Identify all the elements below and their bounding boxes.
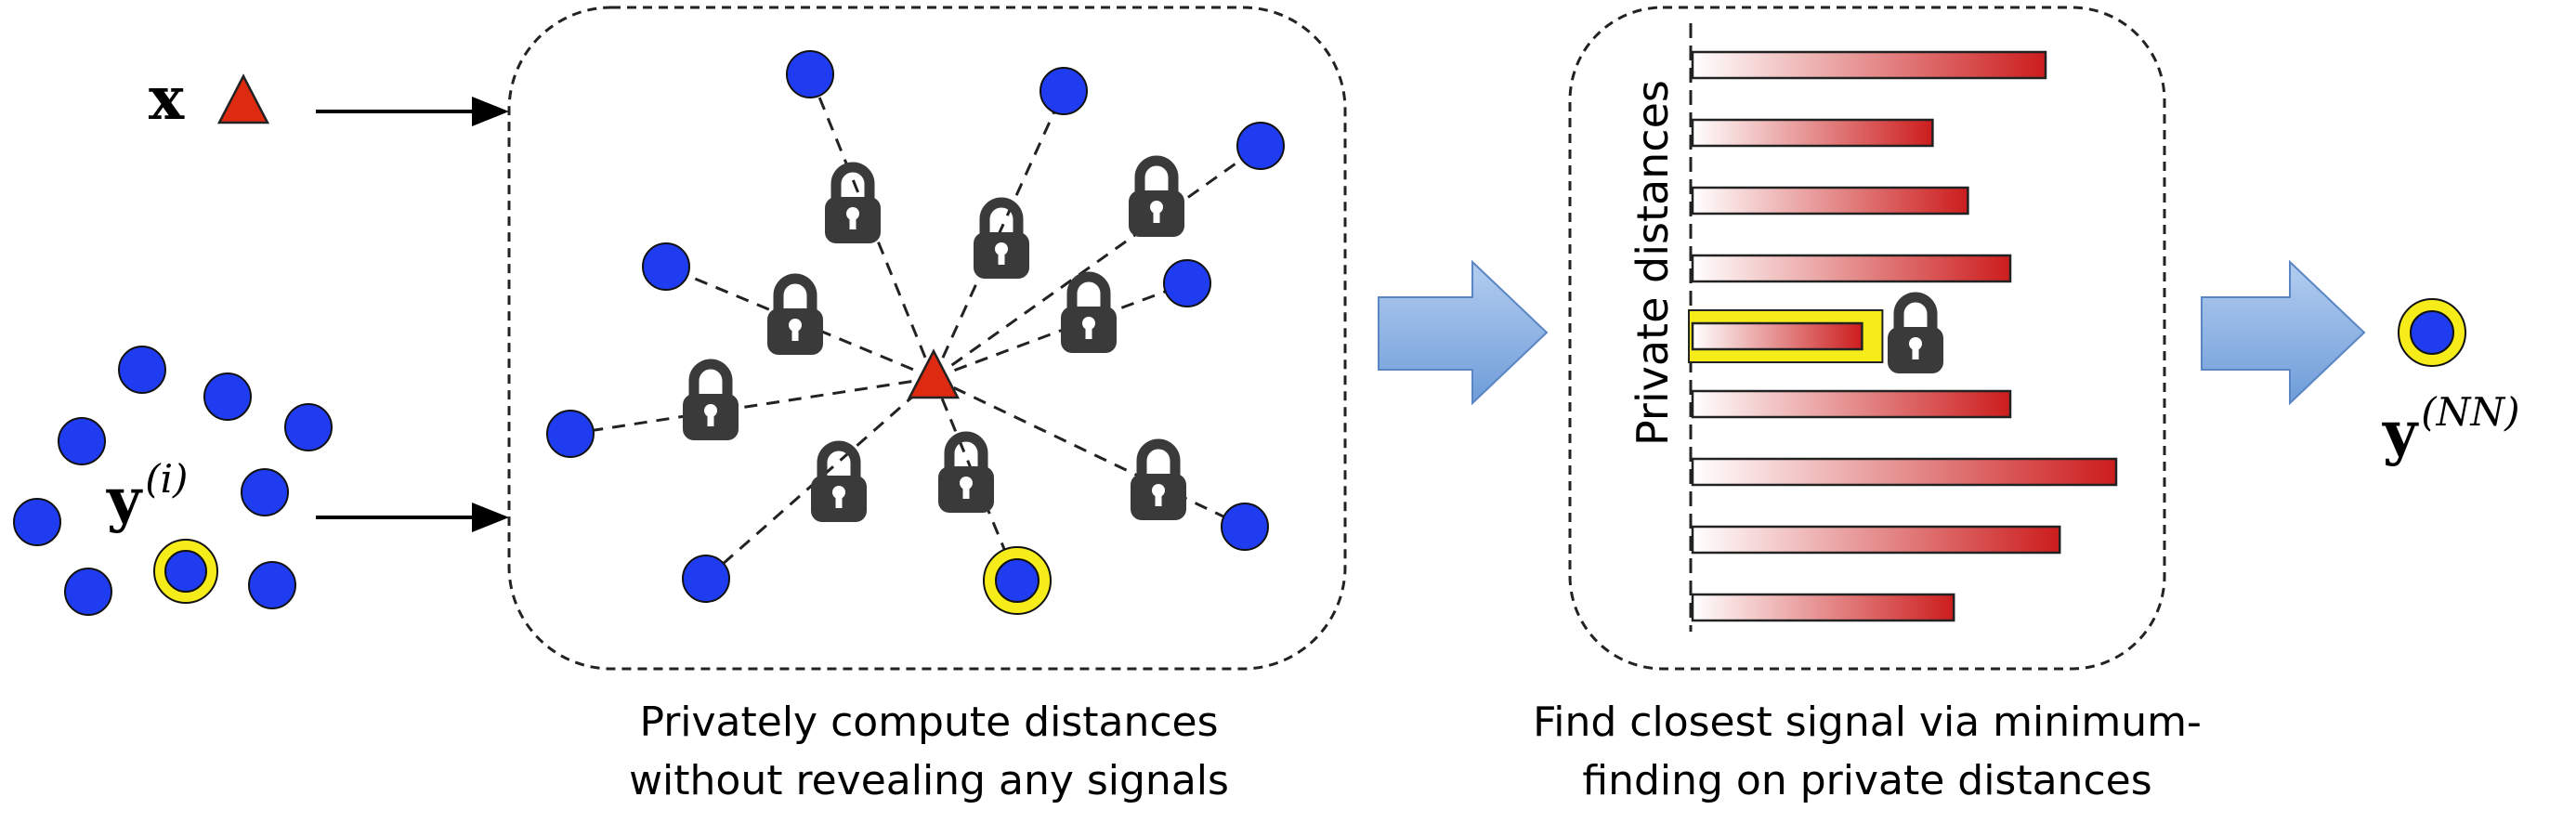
lock-icon [811,446,867,522]
signal-dot [203,372,252,421]
query-arrow-head-icon [472,97,509,126]
distance-bar [1691,389,2012,419]
signal-set-group: y(i) [13,346,509,616]
distance-bar [1691,186,1969,216]
lock-icon [1131,444,1186,520]
lock-icon [1061,277,1117,353]
distance-bar [1691,254,2012,283]
lock-icon [974,202,1029,279]
distance-bar [1691,118,1934,148]
query-x-label: x [149,64,185,134]
signal-dot [13,498,61,546]
distance-panel-frame [507,6,1347,671]
lock-icon [938,437,994,513]
result-superscript: (NN) [2421,389,2519,435]
minimum-panel-frame [1568,6,2166,671]
lock-icon [683,364,739,440]
lock-icon [1888,297,1943,373]
set-arrow-head-icon [472,503,509,532]
step1-caption-line1: Privately compute distances [639,699,1218,746]
signal-dot [786,50,834,98]
distance-bars [1688,50,2118,622]
minimum-panel: Private distances [1568,6,2166,671]
query-triangle-icon [907,348,961,399]
distance-bar [1691,50,2047,80]
signal-dot [118,346,166,394]
signal-dot [546,410,595,458]
distance-bar [1691,457,2118,487]
signal-dot [58,417,106,465]
nearest-signal-dot [164,550,207,593]
signal-dot [248,561,296,609]
query-group: x [149,64,509,134]
flow-arrow-1-icon [1378,259,1549,406]
lock-icon [825,167,881,243]
flow-arrow-2-icon [2201,259,2366,406]
set-y-label: y(i) [106,456,188,535]
nearest-signal-dot [995,558,1040,603]
signal-dot [1163,259,1211,307]
min-distance-bar [1691,321,1863,351]
distance-panel [507,6,1347,671]
signal-dot [284,403,333,451]
step2-caption-line1: Find closest signal via minimum- [1533,699,2202,746]
signal-dot [64,568,112,616]
private-distances-axis-label: Private distances [1628,80,1678,446]
distance-bar [1691,593,1955,622]
lock-icon [767,279,823,355]
signal-dot [682,555,730,603]
result-signal-dot [2410,310,2454,355]
signal-dot [1040,67,1088,115]
signal-dot [1236,122,1285,170]
result-label: y(NN) [2382,389,2519,468]
step2-caption-line2: finding on private distances [1582,757,2151,804]
result-group: y(NN) [2382,298,2519,468]
step1-caption-line2: without revealing any signals [629,757,1229,804]
signal-dot [642,242,690,291]
signal-dot [241,468,289,516]
lock-icon [1129,161,1184,237]
query-triangle-icon [216,73,270,124]
set-y-superscript: (i) [145,456,188,502]
signal-dot [1221,503,1269,551]
distance-bar [1691,525,2061,555]
